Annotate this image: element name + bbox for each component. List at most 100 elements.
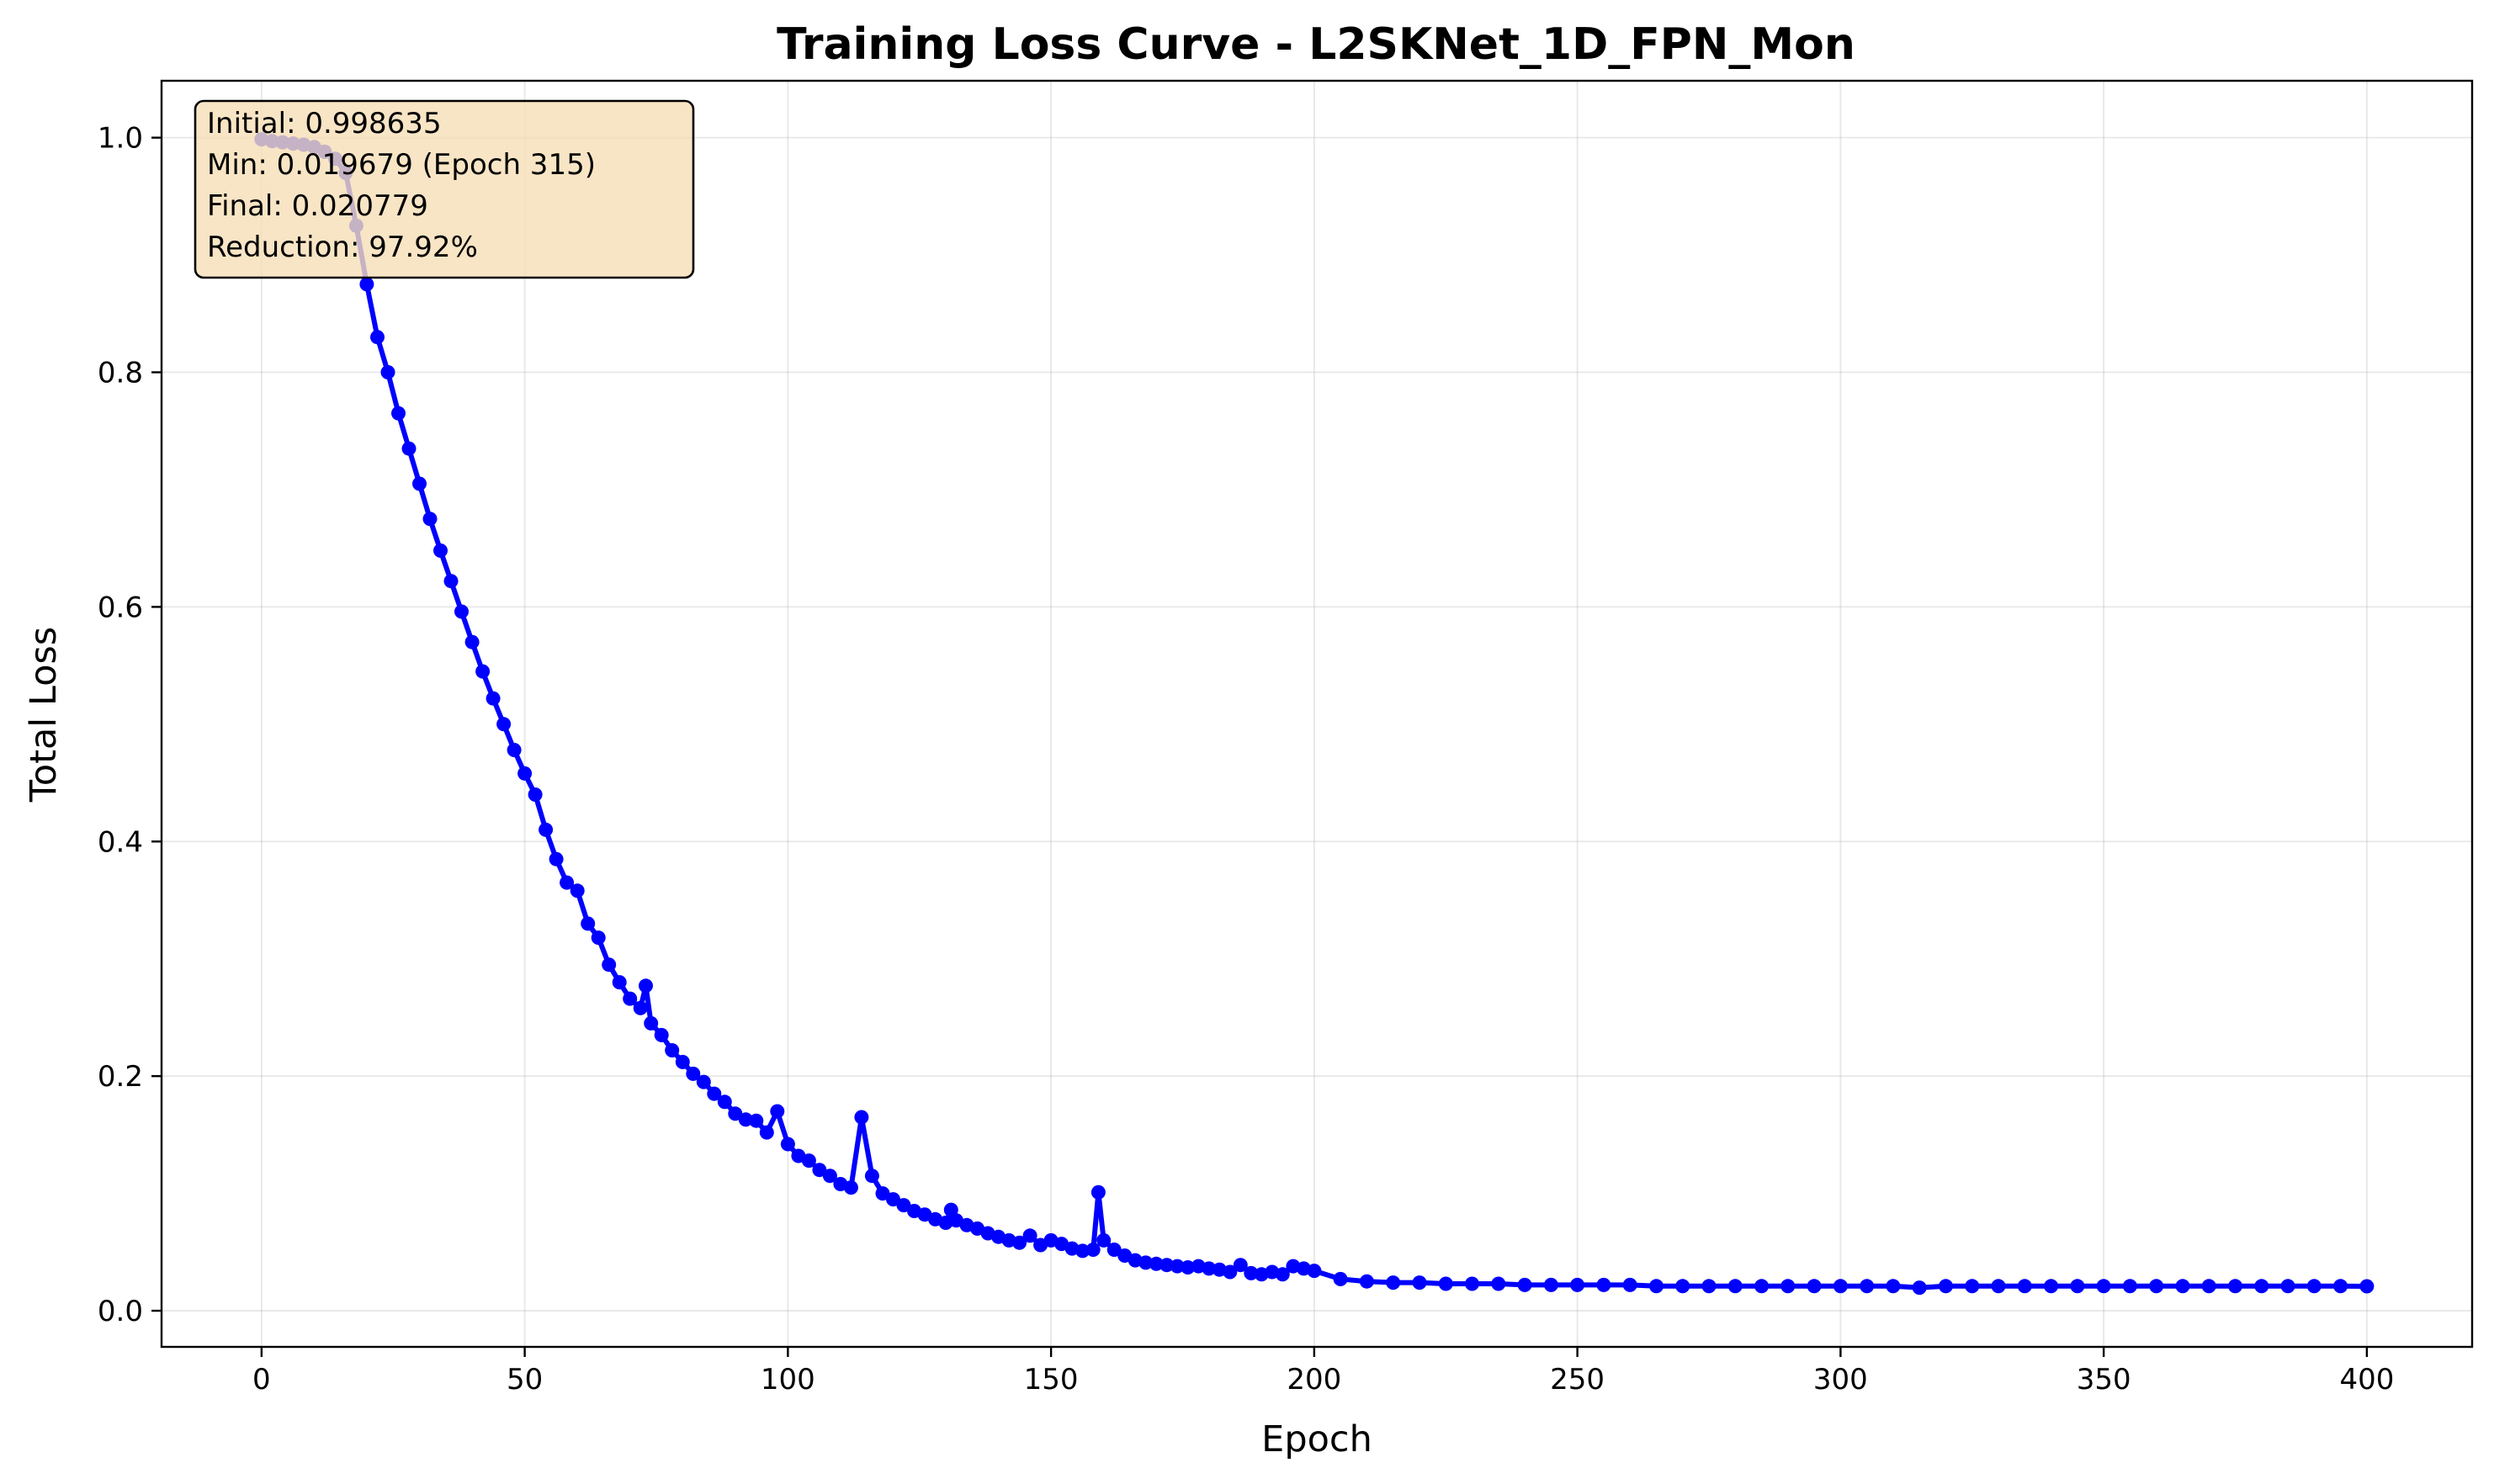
loss-point xyxy=(422,511,438,527)
loss-point xyxy=(1675,1279,1690,1294)
loss-point xyxy=(539,822,554,837)
loss-point xyxy=(639,978,653,994)
loss-point xyxy=(738,1112,753,1127)
loss-point xyxy=(2044,1279,2059,1294)
loss-point xyxy=(486,691,501,706)
loss-point xyxy=(1138,1255,1154,1270)
loss-point xyxy=(528,787,543,802)
loss-point xyxy=(1275,1267,1290,1282)
loss-point xyxy=(496,717,512,732)
loss-point xyxy=(1181,1260,1196,1275)
loss-point xyxy=(1465,1276,1479,1291)
y-tick-label: 0.0 xyxy=(98,1295,143,1328)
loss-point xyxy=(1438,1276,1453,1291)
x-tick-label: 400 xyxy=(2339,1363,2394,1397)
loss-point xyxy=(401,441,417,456)
loss-point xyxy=(2096,1279,2111,1294)
loss-point xyxy=(665,1043,680,1057)
annotation-line-min: Min: 0.019679 (Epoch 315) xyxy=(207,148,596,182)
loss-point xyxy=(433,543,448,558)
annotation-line-final: Final: 0.020779 xyxy=(207,189,428,223)
loss-point xyxy=(517,766,533,781)
loss-point xyxy=(359,277,374,292)
loss-point xyxy=(644,1015,659,1031)
loss-point xyxy=(1412,1275,1427,1291)
loss-point xyxy=(812,1163,827,1178)
x-tick-label: 350 xyxy=(2077,1363,2131,1397)
loss-point xyxy=(2306,1279,2322,1294)
loss-point xyxy=(1096,1232,1112,1248)
loss-point xyxy=(581,916,596,931)
ticks: 0 50 100 150 200 250 300 350 400 0.0 0.2 0.4 0.6 0.8 1… xyxy=(98,122,2394,1397)
loss-point xyxy=(1159,1258,1175,1273)
loss-point xyxy=(1570,1277,1585,1292)
loss-point xyxy=(412,476,427,491)
grid xyxy=(162,81,2472,1347)
loss-point xyxy=(843,1180,858,1195)
loss-point xyxy=(2122,1279,2137,1294)
loss-point xyxy=(1491,1276,1506,1291)
loss-point xyxy=(1833,1279,1848,1294)
loss-point xyxy=(707,1086,722,1101)
loss-point xyxy=(443,574,459,589)
loss-point xyxy=(1149,1256,1164,1271)
loss-point xyxy=(896,1198,911,1213)
loss-point xyxy=(1886,1279,1901,1294)
loss-point xyxy=(1170,1259,1185,1274)
loss-point xyxy=(780,1137,795,1152)
loss-point xyxy=(943,1202,958,1217)
y-tick-label: 0.8 xyxy=(98,357,143,390)
loss-point xyxy=(2017,1279,2032,1294)
loss-point xyxy=(507,743,522,757)
loss-point xyxy=(1754,1279,1770,1294)
loss-point xyxy=(864,1169,879,1184)
loss-point xyxy=(1085,1243,1101,1257)
loss-point xyxy=(1090,1185,1106,1200)
loss-point xyxy=(1075,1243,1090,1259)
loss-point xyxy=(854,1110,869,1125)
x-tick-label: 200 xyxy=(1287,1363,1341,1397)
loss-point xyxy=(1202,1261,1217,1276)
x-tick-label: 50 xyxy=(507,1363,543,1397)
loss-point xyxy=(1939,1279,1953,1294)
y-axis-label: Total Loss xyxy=(23,627,65,803)
loss-point xyxy=(1991,1279,2006,1294)
loss-point xyxy=(717,1094,732,1110)
loss-point xyxy=(2175,1279,2190,1294)
loss-point xyxy=(454,604,469,619)
loss-point xyxy=(801,1153,816,1169)
loss-point xyxy=(1596,1277,1611,1292)
x-tick-label: 150 xyxy=(1024,1363,1079,1397)
loss-point xyxy=(1701,1279,1717,1294)
stats-annotation: Initial: 0.998635 Min: 0.019679 (Epoch 3… xyxy=(194,99,695,279)
loss-point xyxy=(612,975,627,990)
loss-point xyxy=(822,1169,837,1184)
y-tick-label: 0.4 xyxy=(98,825,143,859)
loss-point xyxy=(560,875,575,890)
loss-point xyxy=(370,330,385,345)
x-tick-label: 250 xyxy=(1550,1363,1605,1397)
loss-point xyxy=(1517,1277,1532,1292)
loss-point xyxy=(749,1113,764,1128)
loss-point xyxy=(728,1106,743,1121)
loss-point xyxy=(1233,1258,1248,1273)
loss-point xyxy=(475,664,491,679)
loss-point xyxy=(2280,1279,2295,1294)
loss-point xyxy=(696,1074,711,1089)
loss-point xyxy=(591,930,606,946)
loss-point xyxy=(675,1054,690,1069)
loss-point xyxy=(759,1125,774,1140)
loss-point xyxy=(886,1192,900,1207)
loss-point xyxy=(2201,1279,2216,1294)
loss-point xyxy=(1543,1277,1558,1292)
loss-point xyxy=(1333,1271,1348,1286)
loss-point xyxy=(1307,1264,1322,1279)
loss-point xyxy=(602,957,617,973)
x-tick-label: 300 xyxy=(1813,1363,1868,1397)
loss-point xyxy=(1780,1279,1796,1294)
y-tick-label: 0.6 xyxy=(98,591,143,624)
chart-title: Training Loss Curve - L2SKNet_1D_FPN_Mon xyxy=(777,19,1855,70)
loss-point xyxy=(2333,1279,2348,1294)
loss-point xyxy=(1649,1279,1664,1294)
loss-point xyxy=(875,1186,890,1201)
